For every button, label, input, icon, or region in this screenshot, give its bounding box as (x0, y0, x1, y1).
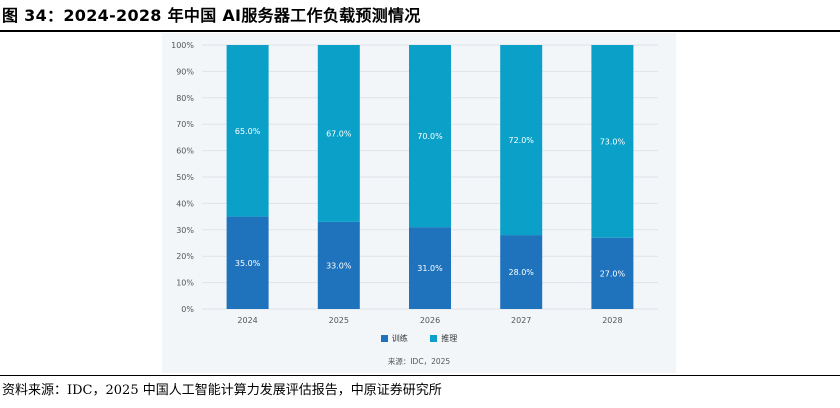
bar-inference (317, 45, 360, 222)
figure-title: 图 34：2024-2028 年中国 AI服务器工作负载预测情况 (2, 6, 421, 25)
data-label: 28.0% (508, 268, 534, 277)
bar-inference (500, 45, 543, 236)
data-label: 31.0% (417, 264, 443, 273)
x-tick-label: 2028 (602, 316, 622, 325)
legend-item-inference: 推理 (430, 333, 457, 344)
data-label: 70.0% (417, 132, 443, 141)
data-label: 72.0% (508, 136, 534, 145)
y-tick-label: 30% (176, 226, 194, 235)
bottom-rule (0, 375, 840, 376)
y-tick-label: 90% (176, 67, 194, 76)
x-tick-label: 2025 (329, 316, 349, 325)
bar-training (591, 237, 634, 309)
data-label: 65.0% (235, 127, 261, 136)
bar-inference (409, 45, 451, 228)
bar-training (409, 227, 451, 309)
y-tick-label: 100% (171, 41, 194, 50)
chart-source-note: 来源：IDC，2025 (387, 357, 451, 366)
top-rule (0, 30, 840, 32)
data-label: 35.0% (235, 259, 261, 268)
y-tick-label: 80% (176, 94, 194, 103)
chart-svg: 0% 10% 20% 30% 40% 50% 60% 70% 80% 90% 100% 35.0% 65… (171, 41, 658, 325)
bar-inference (226, 45, 269, 217)
chart-panel: 0% 10% 20% 30% 40% 50% 60% 70% 80% 90% 100% 35.0% 65… (162, 33, 676, 373)
y-tick-label: 20% (176, 252, 194, 261)
data-label: 67.0% (326, 129, 352, 138)
legend-label-training: 训练 (391, 334, 408, 343)
legend-swatch-inference (430, 335, 438, 342)
y-tick-label: 0% (181, 305, 194, 314)
footer-source: 资料来源：IDC，2025 中国人工智能计算力发展评估报告，中原证券研究所 (2, 383, 442, 398)
y-tick-label: 60% (176, 147, 194, 156)
y-tick-label: 70% (176, 120, 194, 129)
bar-inference (591, 45, 634, 238)
legend: 训练 推理 (162, 333, 676, 344)
bar-training (500, 235, 543, 309)
x-tick-label: 2024 (237, 316, 257, 325)
data-label: 33.0% (326, 261, 352, 270)
legend-swatch-training (380, 335, 388, 342)
data-label: 27.0% (600, 269, 626, 278)
bar-training (317, 221, 360, 309)
x-tick-label: 2027 (511, 316, 531, 325)
y-tick-label: 50% (176, 173, 194, 182)
legend-item-training: 训练 (380, 333, 408, 344)
data-label: 73.0% (600, 137, 626, 146)
legend-label-inference: 推理 (441, 334, 458, 343)
bar-training (226, 216, 269, 309)
x-tick-label: 2026 (420, 316, 440, 325)
y-tick-label: 10% (176, 279, 194, 288)
y-tick-label: 40% (176, 199, 194, 208)
